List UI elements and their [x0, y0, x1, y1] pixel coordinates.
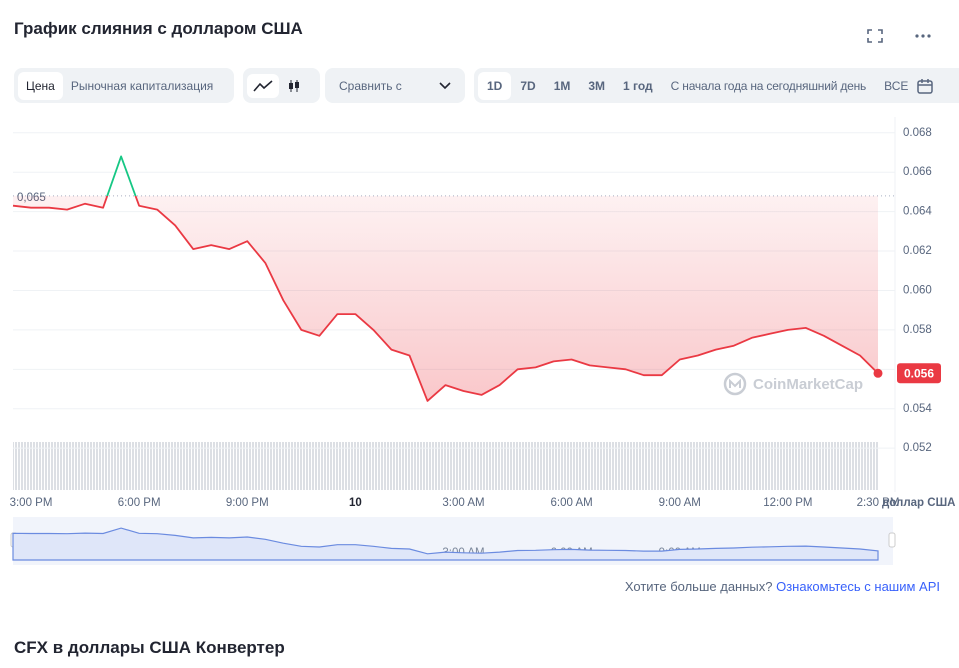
- range-button[interactable]: 7D: [520, 78, 536, 93]
- x-tick-label: 6:00 AM: [551, 497, 593, 509]
- watermark-logo: [723, 372, 747, 396]
- y-tick-label: 0.054: [903, 403, 932, 415]
- range-button[interactable]: ВСЕ: [884, 78, 909, 93]
- tab[interactable]: Цена: [18, 71, 63, 100]
- last-point: [873, 368, 883, 378]
- y-tick-label: 0.060: [903, 285, 932, 297]
- y-tick-label: 0.062: [903, 245, 932, 257]
- candle-type-button[interactable]: [279, 74, 309, 98]
- chart-type-group: [243, 68, 320, 103]
- x-tick-label: 9:00 PM: [226, 497, 269, 509]
- x-tick-label: 2:30 PM: [857, 497, 900, 509]
- more-icon[interactable]: [914, 33, 932, 39]
- navigator-handle[interactable]: [888, 532, 896, 548]
- y-tick-label: 0.064: [903, 206, 932, 218]
- y-tick-label: 0.068: [903, 127, 932, 139]
- compare-dropdown[interactable]: Сравнить с: [325, 68, 465, 103]
- x-tick-label: 3:00 PM: [10, 497, 53, 509]
- y-axis-label: доллар США: [882, 497, 955, 509]
- price-line: [12, 155, 879, 402]
- navigator-line: [12, 527, 879, 561]
- calendar-icon[interactable]: [917, 78, 934, 94]
- watermark: CoinMarketCap: [753, 376, 863, 393]
- range-button[interactable]: 1 год: [623, 78, 653, 93]
- range-button[interactable]: 1M: [553, 78, 571, 93]
- x-tick-label: 3:00 AM: [442, 497, 484, 509]
- section-title: CFX в доллары США Конвертер: [14, 638, 285, 657]
- range-button[interactable]: С начала года на сегодняшний день: [670, 78, 867, 93]
- range-group: 1D 7D 1M 3M 1 год С начала года на сегод…: [474, 68, 959, 103]
- tab[interactable]: Рыночная капитализация: [70, 78, 214, 93]
- api-link[interactable]: Ознакомьтесь с нашим API: [776, 579, 940, 594]
- tab-group: Цена Рыночная капитализация: [14, 68, 234, 103]
- title: График слияния с долларом США: [14, 19, 303, 38]
- x-tick-label: 6:00 PM: [118, 497, 161, 509]
- y-tick-label: 0.066: [903, 166, 932, 178]
- line-type-button[interactable]: [247, 73, 279, 98]
- x-tick-label: 12:00 PM: [763, 497, 812, 509]
- price-badge-label: 0.056: [904, 366, 934, 380]
- x-tick-label: 9:00 AM: [659, 497, 701, 509]
- range-button[interactable]: 1D: [478, 71, 512, 100]
- compare-label: Сравнить с: [339, 78, 402, 93]
- chevron: [439, 81, 451, 89]
- fullscreen-icon[interactable]: [866, 28, 884, 44]
- price-badge: [897, 363, 941, 384]
- range-button[interactable]: 3M: [588, 78, 606, 93]
- y-tick-label: 0.058: [903, 324, 932, 336]
- y-tick-label: 0.052: [903, 442, 932, 454]
- area-fill: [13, 195, 878, 401]
- footer: Хотите больше данных? Ознакомьтесь с наш…: [625, 579, 940, 594]
- footer-question: Хотите больше данных?: [624, 579, 773, 594]
- x-tick-label: 10: [349, 497, 362, 509]
- volume-area: [13, 442, 878, 490]
